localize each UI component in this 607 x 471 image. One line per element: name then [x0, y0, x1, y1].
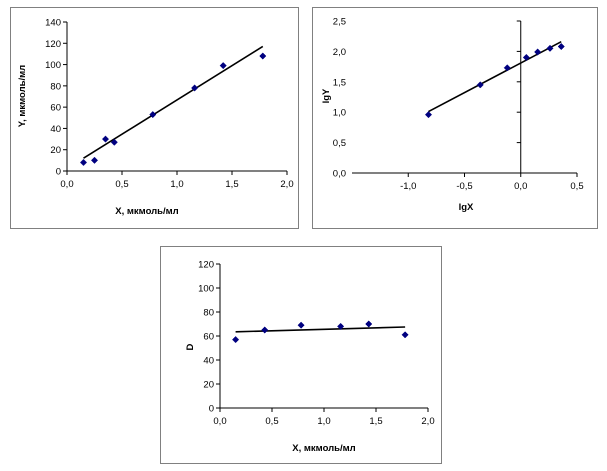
data-point: [261, 326, 269, 334]
y-axis-title: Y, мкмоль/мл: [17, 65, 28, 127]
data-point: [297, 321, 305, 329]
x-tick-label: 0,5: [265, 416, 278, 427]
x-tick-label: -1,0: [400, 181, 416, 192]
x-tick-label: 1,5: [225, 179, 238, 190]
x-tick-label: 0,5: [570, 181, 583, 192]
data-point: [424, 111, 433, 119]
y-tick-label: 40: [50, 124, 61, 135]
x-axis-title: X, мкмоль/мл: [292, 443, 355, 454]
chart-d-svg: 0 20 40 60 80 100 120 0,0 0,5 1,0 1,5 2,0 X, мкмоль/…: [185, 260, 435, 455]
data-point: [503, 64, 511, 72]
trendline: [428, 40, 562, 113]
chart-log-svg: 0,0 0,5 1,0 1,5 2,0 2,5 -1,0 -0,5 0,0 0,5 lgX lgY: [321, 17, 584, 214]
y-tick-label: 60: [203, 332, 214, 343]
y-tick-label: 120: [45, 39, 61, 50]
chart-linear-svg: 0 20 40 60 80 100 120 140 0,0 0,5 1,0 1,5 2,0 X, мкмо…: [17, 18, 294, 218]
data-point: [534, 48, 542, 56]
y-tick-label: 20: [203, 380, 214, 391]
trendline: [83, 45, 264, 159]
y-tick-label: 100: [198, 284, 214, 295]
x-tick-label: 2,0: [280, 179, 293, 190]
x-tick-label: -0,5: [456, 181, 472, 192]
data-point: [476, 81, 484, 89]
y-tick-label: 120: [198, 260, 214, 271]
y-tick-label: 60: [50, 103, 61, 114]
data-point: [337, 322, 345, 330]
y-tick-label: 20: [50, 145, 61, 156]
y-axis-title: D: [185, 343, 196, 350]
data-point: [259, 52, 267, 60]
x-tick-label: 1,0: [170, 179, 183, 190]
data-point: [101, 135, 110, 143]
x-axis-title: lgX: [459, 202, 474, 213]
y-tick-label: 80: [50, 81, 61, 92]
data-point: [110, 138, 118, 146]
y-tick-label: 0,0: [333, 169, 346, 180]
data-point: [149, 111, 157, 119]
y-tick-label: 2,0: [333, 47, 346, 58]
data-point: [219, 62, 227, 70]
y-tick-label: 0,5: [333, 138, 346, 149]
y-axis-title: lgY: [321, 88, 332, 103]
data-point: [79, 158, 88, 167]
y-tick-label: 0: [209, 404, 214, 415]
data-point: [401, 331, 409, 339]
x-tick-label: 1,0: [317, 416, 330, 427]
x-axis-title: X, мкмоль/мл: [115, 206, 178, 217]
chart-panel-log: 0,0 0,5 1,0 1,5 2,0 2,5 -1,0 -0,5 0,0 0,5 lgX lgY: [312, 7, 598, 229]
x-tick-label: 0,0: [514, 181, 527, 192]
chart-panel-linear: 0 20 40 60 80 100 120 140 0,0 0,5 1,0 1,5 2,0 X, мкмо…: [10, 7, 299, 229]
y-tick-label: 140: [45, 18, 61, 29]
y-tick-label: 0: [56, 167, 61, 178]
data-point: [522, 53, 530, 62]
data-point: [90, 156, 99, 164]
x-tick-label: 2,0: [421, 416, 434, 427]
y-tick-label: 40: [203, 356, 214, 367]
chart-panel-d: 0 20 40 60 80 100 120 0,0 0,5 1,0 1,5 2,0 X, мкмоль/…: [160, 246, 442, 464]
data-point: [232, 336, 240, 344]
data-point: [365, 320, 373, 328]
y-tick-label: 2,5: [333, 17, 346, 28]
x-tick-label: 1,5: [369, 416, 382, 427]
x-tick-label: 0,0: [213, 416, 226, 427]
y-tick-label: 80: [203, 308, 214, 319]
y-tick-label: 100: [45, 60, 61, 71]
data-point: [557, 42, 565, 51]
data-point: [546, 44, 554, 52]
y-tick-label: 1,5: [333, 77, 346, 88]
x-tick-label: 0,5: [115, 179, 128, 190]
trendline: [235, 326, 406, 333]
y-tick-label: 1,0: [333, 108, 346, 119]
x-tick-label: 0,0: [60, 179, 73, 190]
data-point: [191, 84, 199, 92]
